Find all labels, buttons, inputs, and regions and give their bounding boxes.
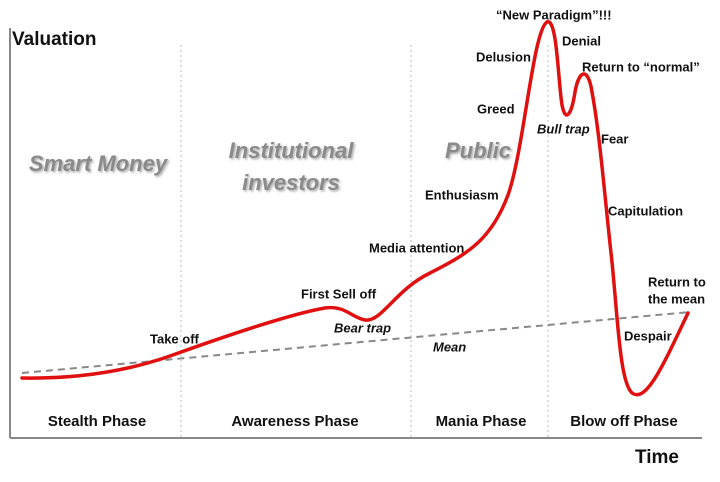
phase-label: Awareness Phase — [231, 413, 358, 430]
x-axis-label: Time — [635, 447, 679, 468]
zone-label: investors — [242, 170, 340, 195]
annotation: Greed — [477, 101, 515, 116]
phase-label: Mania Phase — [436, 413, 527, 430]
bubble-curve — [20, 20, 690, 397]
zone-label: Smart Money — [29, 151, 169, 176]
mean-line — [21, 311, 691, 374]
annotation: Delusion — [476, 49, 531, 64]
annotation: Mean — [433, 339, 466, 354]
phase-label: Stealth Phase — [48, 413, 146, 430]
annotation: Return to “normal” — [582, 59, 700, 74]
annotation: Media attention — [369, 240, 464, 255]
phase-label: Blow off Phase — [570, 413, 678, 430]
annotation: Enthusiasm — [425, 187, 499, 202]
annotation: Return to — [648, 274, 706, 289]
annotation: Bull trap — [537, 121, 590, 136]
annotation: Capitulation — [608, 203, 683, 218]
annotation: Take off — [150, 331, 200, 346]
zone-label: Public — [445, 138, 511, 163]
annotation: Despair — [624, 328, 672, 343]
y-axis-label: Valuation — [12, 29, 96, 50]
zone-label: Institutional — [229, 138, 355, 163]
annotation: First Sell off — [301, 286, 377, 301]
annotation: Denial — [562, 33, 601, 48]
annotation: Fear — [601, 131, 628, 146]
annotation: “New Paradigm”!!! — [496, 7, 612, 22]
annotation: the mean — [648, 291, 705, 306]
annotation: Bear trap — [334, 320, 391, 335]
